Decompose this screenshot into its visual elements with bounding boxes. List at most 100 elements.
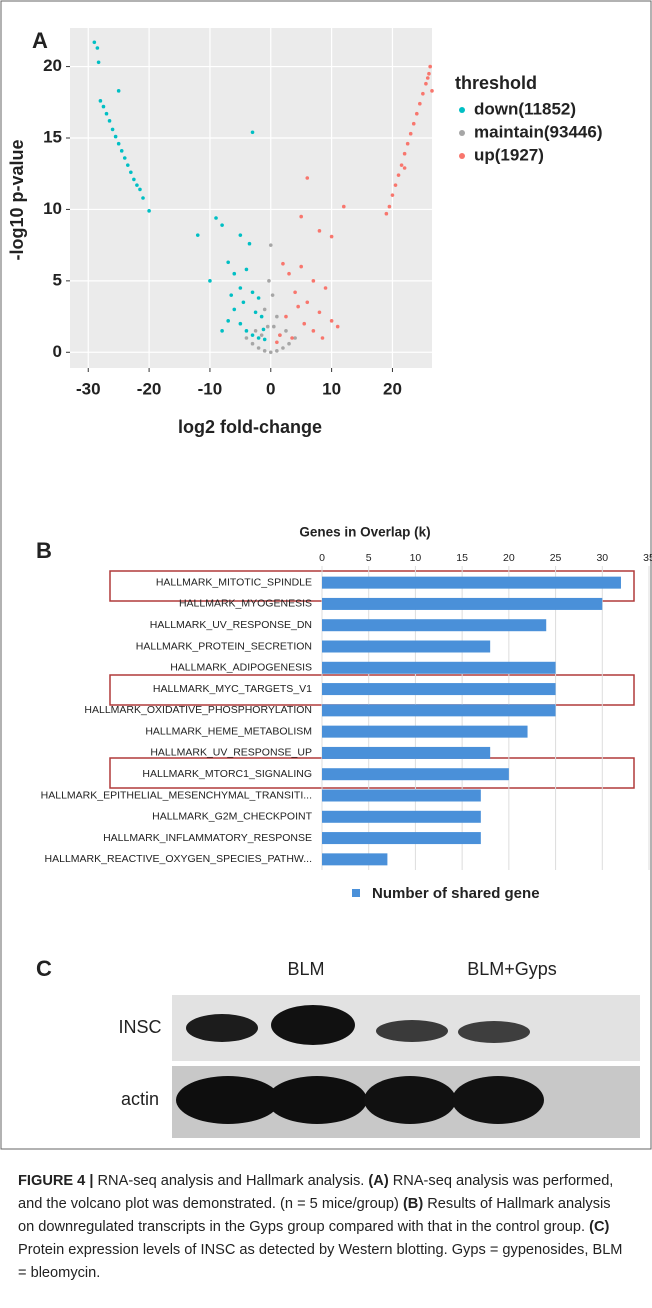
bar [322, 790, 481, 802]
point [318, 229, 322, 233]
point [248, 242, 252, 246]
bar [322, 747, 490, 759]
point [254, 310, 258, 314]
point [302, 322, 306, 326]
point [257, 336, 261, 340]
y-tick-label: HALLMARK_MITOTIC_SPINDLE [156, 576, 312, 588]
point [257, 296, 261, 300]
point [208, 279, 212, 283]
point [418, 102, 422, 106]
point [102, 105, 106, 109]
point [251, 333, 255, 337]
point [135, 183, 139, 187]
point [129, 170, 133, 174]
x-axis-title: log2 fold-change [178, 417, 322, 437]
x-tick-label: 35 [643, 552, 652, 564]
point [99, 99, 103, 103]
x-tick-label: 0 [266, 379, 275, 398]
caption-text: RNA-seq analysis and Hallmark analysis. [98, 1173, 365, 1189]
point [245, 268, 249, 272]
y-tick-label: HALLMARK_ADIPOGENESIS [170, 662, 312, 674]
y-tick-label: HALLMARK_REACTIVE_OXYGEN_SPECIES_PATHW..… [45, 853, 312, 865]
point [403, 152, 407, 156]
caption: FIGURE 4 | RNA-seq analysis and Hallmark… [18, 1170, 630, 1285]
point [321, 336, 325, 340]
legend-label: down(11852) [474, 99, 576, 118]
point [388, 205, 392, 209]
point [426, 76, 430, 80]
legend-marker [459, 153, 465, 159]
x-tick-label: -20 [137, 379, 162, 398]
point [263, 338, 267, 342]
x-tick-label: 15 [456, 552, 468, 564]
point [278, 333, 282, 337]
point [232, 308, 236, 312]
x-tick-label: 20 [503, 552, 515, 564]
bar [322, 598, 602, 610]
point [105, 112, 109, 116]
point [312, 329, 316, 333]
panel-label: C [36, 956, 52, 981]
point [290, 336, 294, 340]
point [427, 72, 431, 76]
point [96, 46, 100, 50]
y-tick-label: HALLMARK_UV_RESPONSE_DN [150, 619, 312, 631]
point [262, 328, 266, 332]
legend-marker [352, 889, 360, 897]
y-axis-title: -log10 p-value [7, 139, 27, 260]
caption-text: Protein expression levels of INSC as det… [18, 1242, 622, 1281]
point [394, 183, 398, 187]
bar [322, 662, 556, 674]
point [299, 215, 303, 219]
y-tick-label: HALLMARK_OXIDATIVE_PHOSPHORYLATION [84, 704, 312, 716]
x-tick-label: 0 [319, 552, 325, 564]
point [403, 166, 407, 170]
point [214, 216, 218, 220]
point [260, 333, 264, 337]
point [242, 300, 246, 304]
y-tick-label: HALLMARK_EPITHELIAL_MESENCHYMAL_TRANSITI… [41, 789, 312, 801]
point [336, 325, 340, 329]
panel-label: A [32, 28, 48, 53]
point [415, 112, 419, 116]
caption-tag: (A) [368, 1173, 388, 1189]
y-tick-label: 0 [53, 342, 62, 361]
page: A B C BLM BLM+Gyps INSC actin -30-20-100… [0, 0, 652, 1308]
point [275, 340, 279, 344]
bar [322, 853, 387, 865]
point [342, 205, 346, 209]
point [281, 262, 285, 266]
point [138, 188, 142, 192]
bar [322, 768, 509, 780]
point [275, 349, 279, 353]
point [299, 265, 303, 269]
point [424, 82, 428, 86]
y-tick-label: HALLMARK_MYOGENESIS [179, 598, 312, 610]
point [263, 308, 267, 312]
blot-row-label: INSC [118, 1017, 161, 1037]
point [108, 119, 112, 123]
x-tick-label: 10 [410, 552, 422, 564]
point [245, 329, 249, 333]
point [229, 293, 233, 297]
legend-marker [459, 130, 465, 136]
y-tick-label: HALLMARK_HEME_METABOLISM [145, 725, 312, 737]
blot-group: BLM [287, 959, 324, 979]
point [271, 293, 275, 297]
point [196, 233, 200, 237]
point [312, 279, 316, 283]
y-tick-label: 5 [53, 270, 62, 289]
point [267, 279, 271, 283]
blot-image [172, 995, 640, 1138]
point [330, 319, 334, 323]
point [126, 163, 130, 167]
point [428, 65, 432, 69]
legend-label: Number of shared gene [372, 885, 540, 902]
point [409, 132, 413, 136]
point [132, 178, 136, 182]
point [239, 233, 243, 237]
point [266, 325, 270, 329]
x-tick-label: 20 [383, 379, 402, 398]
y-tick-label: HALLMARK_MTORC1_SIGNALING [142, 768, 312, 780]
point [141, 196, 145, 200]
